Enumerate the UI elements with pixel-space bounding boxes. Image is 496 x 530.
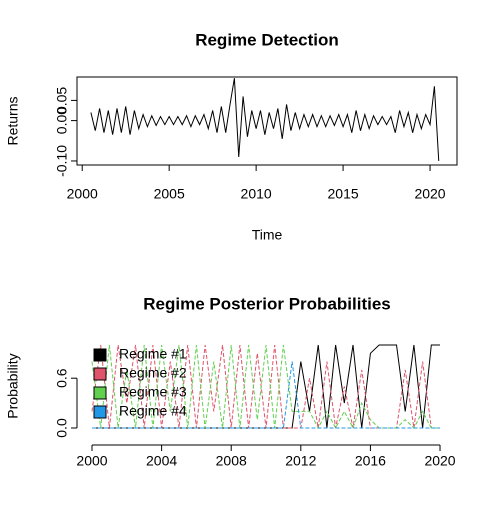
- series-line: [90, 78, 440, 161]
- x-axis-label: Time: [252, 227, 283, 243]
- x-tick-label: 2012: [285, 453, 316, 469]
- x-tick-label: 2010: [241, 186, 272, 202]
- legend-label: Regime #3: [119, 384, 187, 400]
- x-tick-label: 2000: [67, 186, 98, 202]
- legend-swatch: [93, 348, 107, 362]
- legend-swatch: [93, 367, 107, 381]
- plot-frame: [76, 76, 458, 166]
- x-tick-label: 2008: [216, 453, 247, 469]
- x-tick-label: 2005: [154, 186, 185, 202]
- y-tick-label: 0.00: [54, 107, 70, 134]
- legend-swatch: [93, 405, 107, 419]
- y-tick-label: 0.6: [54, 368, 70, 388]
- y-tick-label: 0.0: [54, 418, 70, 438]
- x-tick-label: 2020: [414, 186, 445, 202]
- y-axis-label: Probability: [5, 353, 21, 418]
- legend-label: Regime #2: [119, 365, 187, 381]
- x-tick-label: 2015: [328, 186, 359, 202]
- series-line: [92, 361, 441, 429]
- legend-label: Regime #1: [119, 346, 187, 362]
- y-tick-label: 0.05: [54, 87, 70, 114]
- legend-label: Regime #4: [119, 403, 187, 419]
- x-tick-label: 2004: [146, 453, 177, 469]
- chart-title: Regime Posterior Probabilities: [143, 294, 391, 313]
- legend-swatch: [93, 386, 107, 400]
- x-tick-label: 2000: [76, 453, 107, 469]
- series-line: [91, 344, 441, 430]
- x-tick-label: 2020: [424, 453, 455, 469]
- y-tick-label: -0.10: [54, 145, 70, 177]
- y-axis-label: Returns: [5, 96, 21, 145]
- chart-title: Regime Detection: [195, 30, 339, 49]
- x-tick-label: 2016: [355, 453, 386, 469]
